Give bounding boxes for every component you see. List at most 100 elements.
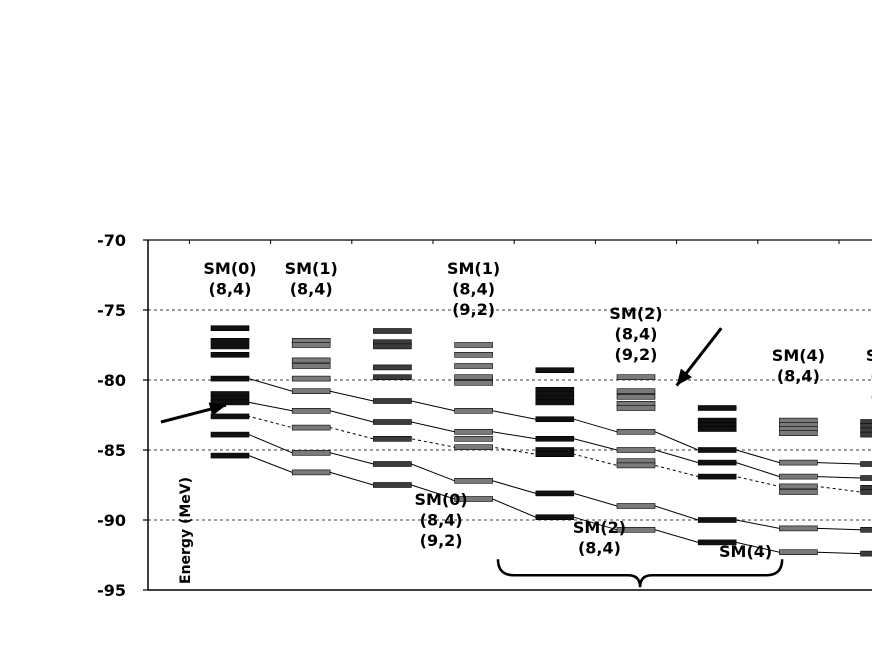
energy-level [291, 357, 331, 364]
level-column [291, 337, 331, 476]
level-column [860, 419, 872, 557]
level-column [535, 367, 575, 521]
energy-level [373, 461, 412, 467]
energy-level [697, 459, 737, 466]
column-label-line: SM(2) [609, 304, 662, 323]
energy-level [454, 379, 493, 386]
column-label-line: (9 [870, 387, 872, 406]
energy-level [616, 388, 656, 395]
energy-level [454, 428, 493, 435]
energy-level [779, 525, 818, 532]
column-label-line: (8,4) [290, 280, 333, 299]
column-label-line: (8,4) [578, 539, 621, 558]
column-label: SM(8 (9 [866, 346, 872, 406]
column-label-line: SM(1) [447, 259, 500, 278]
energy-level [373, 398, 412, 404]
energy-level [860, 431, 872, 438]
arrow [160, 402, 227, 424]
y-tick-label: -80 [97, 371, 126, 390]
energy-level [697, 447, 737, 453]
energy-level [697, 517, 737, 523]
energy-level [535, 416, 575, 423]
energy-level [535, 367, 575, 374]
energy-level [454, 496, 493, 502]
column-label-line: (8 [870, 366, 872, 385]
energy-level [535, 399, 575, 406]
energy-level [616, 374, 656, 381]
y-tick-label: -75 [97, 301, 126, 320]
energy-level [616, 462, 656, 469]
energy-level [535, 435, 575, 442]
column-label-line: (8,4) [209, 280, 252, 299]
y-axis-label: Energy (MeV) [178, 477, 194, 584]
column-label: SM(2) (8,4) [573, 518, 626, 558]
level-column [454, 342, 493, 502]
column-label: SM(1) (8,4) [285, 259, 338, 299]
arrow-head [676, 368, 692, 386]
column-label: SM(4)(8,4) [772, 346, 825, 386]
arrow-head [208, 402, 226, 416]
y-tick-label: -85 [97, 441, 126, 460]
energy-level [210, 337, 250, 344]
gridlines [148, 309, 872, 521]
column-label-line: (8,4) [452, 280, 495, 299]
energy-level [779, 473, 818, 480]
energy-level [291, 449, 331, 456]
energy-level [454, 477, 493, 484]
energy-level [860, 475, 872, 481]
grouping-brace [496, 559, 784, 588]
column-label-line: (9,2) [615, 345, 658, 364]
arrow [675, 327, 723, 387]
column-label-line: (9,2) [452, 300, 495, 319]
column-label-line: SM [866, 346, 872, 365]
energy-level [291, 424, 331, 431]
energy-level [616, 428, 656, 435]
energy-level [860, 423, 872, 430]
energy-level [373, 419, 412, 425]
energy-level [210, 399, 250, 406]
energy-level [779, 483, 818, 490]
energy-level [860, 427, 872, 434]
energy-level [373, 482, 412, 488]
axes [147, 239, 872, 591]
energy-level [454, 435, 493, 442]
energy-level [454, 407, 493, 414]
energy-level [210, 431, 250, 438]
column-label-line: SM(4) [772, 346, 825, 365]
energy-level [535, 490, 575, 497]
energy-level [210, 413, 250, 420]
energy-level [697, 426, 737, 432]
energy-level [210, 343, 250, 350]
energy-level [697, 405, 737, 411]
column-label: SM(4) [719, 542, 772, 561]
energy-level [860, 550, 872, 557]
energy-level [291, 407, 331, 414]
energy-level [210, 452, 250, 459]
energy-level [616, 447, 656, 453]
energy-level [210, 325, 250, 332]
energy-level [860, 461, 872, 467]
energy-level [454, 374, 493, 381]
energy-level [291, 363, 331, 369]
energy-level [616, 503, 656, 509]
column-label-line: SM(0) [415, 490, 468, 509]
energy-level [535, 451, 575, 458]
energy-level [779, 489, 818, 495]
energy-level [373, 328, 412, 334]
energy-level [535, 514, 575, 521]
energy-level [291, 342, 331, 348]
column-label-line: SM(4) [719, 542, 772, 561]
y-tick-label: -95 [97, 581, 126, 600]
energy-level [860, 484, 872, 491]
column-labels: SM(0)(8,4)SM(1)(8,4)SM(1)(8,4)(9,2) SM(2)… [203, 259, 872, 561]
energy-level [373, 364, 412, 371]
energy-level [373, 374, 412, 381]
level-column [697, 405, 737, 546]
energy-level [779, 549, 818, 556]
energy-level [860, 419, 872, 425]
annotations [160, 327, 784, 588]
energy-level [291, 375, 331, 382]
column-label: SM(0) (8,4) [203, 259, 256, 299]
energy-level [373, 343, 412, 350]
